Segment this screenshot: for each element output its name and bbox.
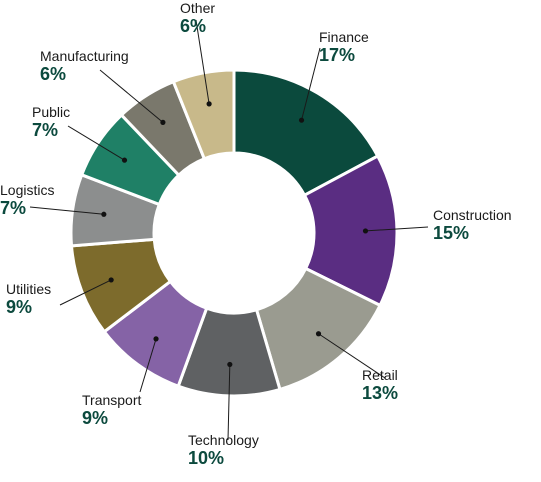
leader-dot-manufacturing xyxy=(160,119,166,125)
leader-line-public xyxy=(67,125,125,161)
leader-line-transport xyxy=(139,338,157,393)
leader-dot-public xyxy=(121,157,128,163)
slice-percent: 7% xyxy=(32,120,59,141)
leader-line-construction xyxy=(365,226,429,232)
label-other: Other 6% xyxy=(180,0,215,37)
leader-dot-other xyxy=(206,101,212,107)
slice-name: Transport xyxy=(82,392,142,408)
leader-dot-retail xyxy=(315,331,322,337)
label-finance: Finance 17% xyxy=(319,29,369,66)
slice-percent: 9% xyxy=(6,297,33,318)
slice-percent: 6% xyxy=(40,64,67,85)
label-manufacturing: Manufacturing 6% xyxy=(40,48,129,85)
slice-name: Construction xyxy=(433,207,512,223)
label-retail: Retail 13% xyxy=(362,367,398,404)
slice-percent: 6% xyxy=(180,16,207,37)
leader-line-technology xyxy=(227,364,231,441)
slice-name: Retail xyxy=(362,367,398,383)
slice-percent: 10% xyxy=(188,448,225,469)
slice-name: Logistics xyxy=(0,182,55,198)
leader-dot-logistics xyxy=(101,211,107,217)
leader-line-retail xyxy=(318,333,386,379)
leader-line-other xyxy=(195,19,210,104)
slice-name: Technology xyxy=(188,432,259,448)
leader-dot-technology xyxy=(227,361,233,368)
leader-line-manufacturing xyxy=(99,69,164,123)
slice-name: Other xyxy=(180,0,216,16)
slice-name: Public xyxy=(32,104,71,120)
slice-percent: 15% xyxy=(433,223,470,244)
slice-percent: 7% xyxy=(0,198,27,219)
label-utilities: Utilities 9% xyxy=(6,281,51,318)
label-technology: Technology 10% xyxy=(188,432,259,469)
label-public: Public 7% xyxy=(32,104,70,141)
leader-line-utilities xyxy=(59,279,112,306)
slice-finance xyxy=(232,68,380,198)
slice-name: Manufacturing xyxy=(40,48,129,64)
leader-dot-construction xyxy=(362,228,369,234)
slice-percent: 17% xyxy=(319,45,356,66)
slice-name: Utilities xyxy=(6,281,52,297)
leader-line-logistics xyxy=(29,206,104,215)
label-logistics: Logistics 7% xyxy=(0,182,54,219)
leader-line-finance xyxy=(301,47,321,121)
slice-percent: 9% xyxy=(82,408,109,429)
leader-dot-finance xyxy=(298,117,305,123)
slice-percent: 13% xyxy=(362,383,399,404)
leader-dot-utilities xyxy=(108,277,114,283)
slice-name: Finance xyxy=(319,29,369,45)
slice-other xyxy=(171,68,236,161)
label-construction: Construction 15% xyxy=(433,207,512,244)
leader-dot-transport xyxy=(153,336,159,342)
label-transport: Transport 9% xyxy=(82,392,141,429)
